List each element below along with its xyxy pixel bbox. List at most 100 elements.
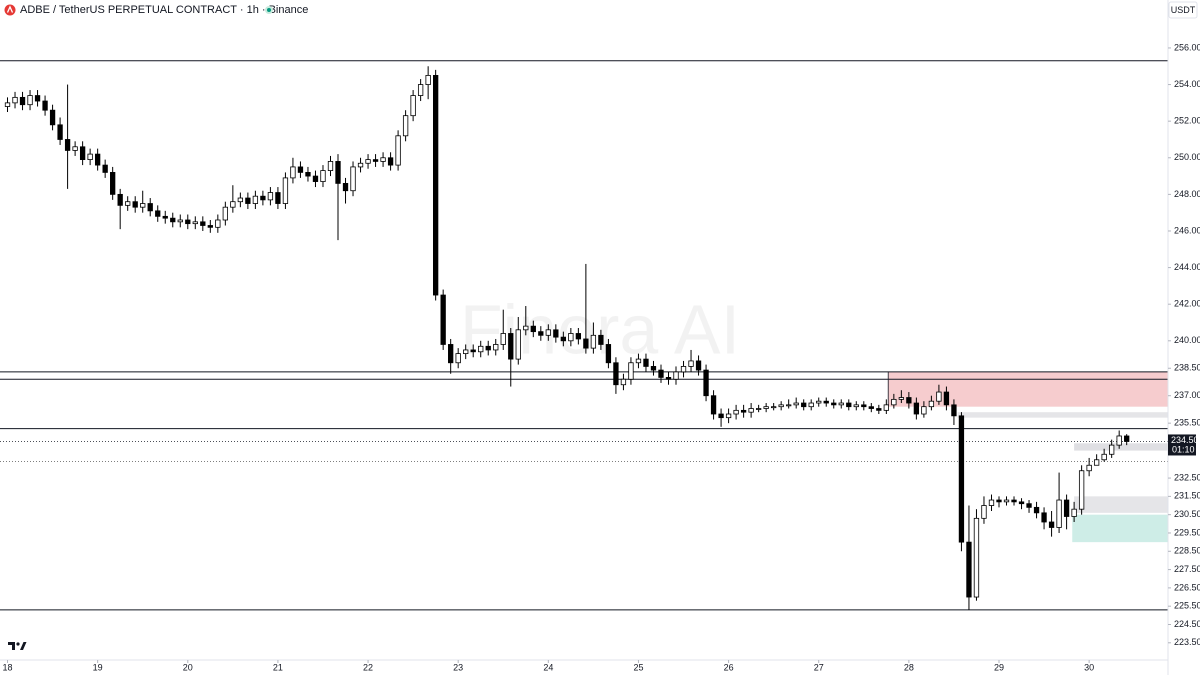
status-dot-core	[267, 8, 271, 12]
candle-body	[1116, 435, 1122, 446]
candle-body	[192, 221, 198, 225]
candle-body	[778, 404, 784, 408]
y-tick-label: 227.50	[1174, 564, 1200, 574]
candle-body	[718, 413, 724, 419]
candle-body	[170, 217, 176, 223]
candle-body	[94, 153, 101, 166]
symbol-icon	[4, 4, 16, 16]
candle-body	[4, 102, 11, 107]
candle-body	[297, 166, 304, 173]
candle-body	[485, 345, 491, 351]
candle-body	[771, 406, 777, 409]
candle-body	[553, 329, 559, 338]
candle-body	[222, 206, 228, 221]
y-tick-label: 226.50	[1174, 582, 1200, 592]
candle-body	[1109, 444, 1115, 455]
y-tick-label: 252.00	[1174, 116, 1200, 126]
logo-part	[8, 642, 15, 650]
candle-body	[605, 344, 612, 364]
candle-body	[463, 349, 469, 355]
candle-body	[1011, 499, 1017, 503]
candle-body	[710, 395, 717, 415]
candle-body	[312, 175, 319, 182]
zone	[1074, 496, 1168, 513]
candle-body	[823, 400, 829, 404]
candle-body	[538, 331, 544, 336]
candle-body	[372, 159, 379, 162]
candle-body	[207, 225, 213, 228]
currency[interactable]: USDT	[1171, 5, 1196, 15]
candle-body	[560, 336, 566, 342]
candle-body	[117, 193, 123, 206]
candle-body	[620, 378, 627, 386]
candle-body	[342, 182, 349, 192]
candle-body	[1078, 470, 1085, 510]
y-tick-label: 238.50	[1174, 363, 1200, 373]
candle-body	[267, 192, 274, 201]
x-tick-label: 28	[904, 662, 914, 672]
y-tick-label: 224.50	[1174, 619, 1200, 629]
candle-body	[1041, 512, 1047, 523]
candle-body	[801, 402, 807, 408]
candle-body	[568, 333, 574, 342]
candle-body	[808, 402, 814, 408]
candle-body	[1071, 508, 1077, 517]
candle-body	[755, 408, 762, 410]
x-tick-label: 18	[3, 662, 13, 672]
candle-body	[387, 157, 394, 166]
candle-body	[12, 96, 18, 104]
candle-body	[898, 397, 905, 400]
zone	[957, 412, 1168, 418]
x-tick-label: 29	[994, 662, 1004, 672]
logo-part	[16, 642, 20, 646]
x-tick-label: 27	[814, 662, 824, 672]
candle-body	[34, 95, 41, 102]
candle-body	[1063, 499, 1070, 517]
candle-body	[19, 96, 26, 106]
tv-logo	[8, 642, 27, 650]
candle-body	[42, 100, 48, 111]
candle-body	[838, 402, 844, 406]
countdown: 01:10	[1172, 444, 1195, 454]
candle-body	[883, 404, 889, 411]
candle-body	[177, 219, 183, 223]
currency-box[interactable]	[1168, 1, 1198, 19]
y-tick-label: 225.50	[1174, 601, 1200, 611]
candle-body	[1056, 499, 1062, 528]
candle-body	[290, 166, 296, 179]
candle-body	[380, 157, 386, 162]
price-label-box	[1168, 434, 1196, 456]
zone	[1072, 514, 1168, 543]
candle-body	[1086, 464, 1092, 472]
candle-body	[996, 499, 1002, 503]
candle-body	[958, 415, 965, 543]
candle-body	[951, 404, 957, 417]
candle-body	[455, 353, 461, 364]
candle-body	[921, 406, 927, 415]
candle-body	[740, 409, 747, 413]
y-tick-label: 256.00	[1174, 42, 1200, 52]
y-tick-label: 230.50	[1174, 509, 1200, 519]
candle-body	[643, 358, 649, 367]
y-tick-label: 244.00	[1174, 262, 1200, 272]
candle-body	[162, 215, 168, 219]
candle-body	[215, 219, 221, 228]
candle-body	[590, 334, 597, 349]
candle-body	[140, 203, 146, 208]
candle-body	[981, 505, 987, 519]
candle-body	[913, 402, 920, 415]
y-tick-label: 250.00	[1174, 152, 1200, 162]
x-tick-label: 24	[543, 662, 553, 672]
candle-body	[320, 170, 326, 182]
candle-body	[500, 333, 506, 345]
candle-body	[275, 192, 281, 204]
candle-body	[49, 109, 56, 126]
candle-body	[966, 541, 972, 598]
candle-body	[748, 408, 754, 413]
candle-body	[733, 409, 739, 415]
candle-body	[1124, 435, 1130, 442]
candle-body	[763, 406, 769, 409]
candle-body	[853, 404, 859, 408]
y-tick-label: 242.00	[1174, 299, 1200, 309]
